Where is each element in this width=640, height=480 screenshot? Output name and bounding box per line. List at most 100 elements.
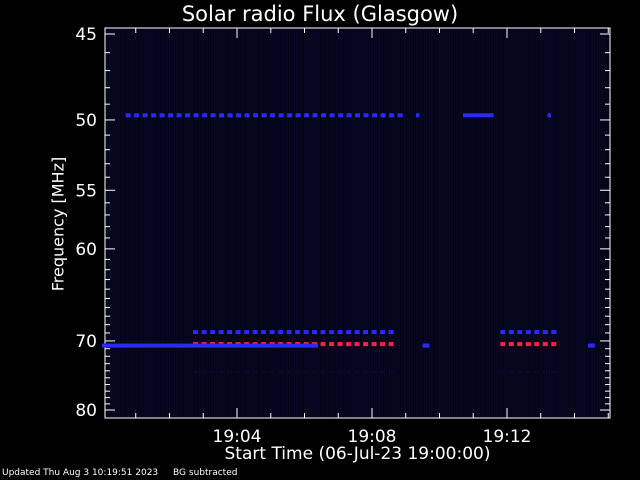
band-mark [415, 113, 420, 118]
band-mark [337, 330, 343, 335]
band-mark [355, 113, 361, 118]
band-mark [278, 330, 284, 335]
band-mark [252, 371, 258, 374]
band-mark [534, 342, 540, 347]
band-mark [125, 113, 131, 118]
band-mark [219, 113, 225, 118]
band-mark [235, 330, 241, 335]
footer-note: BG subtracted [173, 468, 238, 478]
band-mark [304, 113, 310, 118]
band-mark [134, 113, 140, 118]
band-mark [320, 342, 326, 347]
band-mark [547, 113, 551, 118]
band-mark [525, 330, 531, 335]
band-mark [388, 342, 394, 347]
band-mark [363, 371, 369, 374]
band-mark [354, 371, 360, 374]
band-mark [329, 113, 335, 118]
band-mark [346, 113, 352, 118]
band-mark [252, 330, 258, 335]
band-mark [303, 371, 309, 374]
band-mark [286, 371, 292, 374]
band-mark [371, 330, 377, 335]
band-mark [261, 113, 267, 118]
band-mark [346, 342, 352, 347]
band-mark [354, 342, 360, 347]
band-mark [380, 342, 386, 347]
band-mark [295, 371, 301, 374]
band-mark [397, 113, 403, 118]
band-mark [142, 113, 148, 118]
band-mark [269, 330, 275, 335]
band-mark [168, 113, 174, 118]
band-mark [372, 113, 378, 118]
y-axis-label: Frequency [MHz] [48, 156, 68, 292]
band-mark [202, 113, 208, 118]
band-mark [371, 342, 377, 347]
band-mark [422, 343, 430, 348]
band-mark [269, 371, 275, 374]
y-tick-label: 45 [75, 25, 97, 45]
band-mark [227, 371, 233, 374]
band-mark [244, 113, 250, 118]
band-mark [337, 371, 343, 374]
band-mark [261, 371, 267, 374]
band-mark [517, 330, 523, 335]
band-mark [346, 330, 352, 335]
band-mark [270, 113, 276, 118]
band-mark [218, 330, 224, 335]
band-mark [380, 371, 386, 374]
x-tick-label: 19:08 [348, 427, 397, 447]
band-mark [380, 113, 386, 118]
band-mark [312, 371, 318, 374]
footer-updated: Updated Thu Aug 3 10:19:51 2023 [2, 468, 159, 478]
band-mark [218, 371, 224, 374]
band-mark [320, 330, 326, 335]
band-mark [517, 371, 523, 374]
band-mark [371, 371, 377, 374]
band-mark [534, 330, 540, 335]
band-mark [210, 330, 216, 335]
band-mark [210, 371, 216, 374]
band-mark [508, 330, 514, 335]
band-mark [312, 113, 318, 118]
band-mark [542, 342, 548, 347]
band-mark [463, 113, 494, 118]
band-mark [508, 371, 514, 374]
band-mark [380, 330, 386, 335]
band-mark [542, 330, 548, 335]
band-mark [525, 342, 531, 347]
plot-area [104, 27, 611, 419]
band-mark [261, 330, 267, 335]
band-mark [329, 342, 335, 347]
band-mark [517, 342, 523, 347]
band-mark [363, 342, 369, 347]
band-mark [201, 330, 207, 335]
chart-title: Solar radio Flux (Glasgow) [181, 2, 459, 26]
y-tick-label: 60 [75, 240, 97, 260]
band-mark [253, 113, 259, 118]
x-axis-label: Start Time (06-Jul-23 19:00:00) [224, 444, 491, 464]
band-mark [193, 113, 199, 118]
band-mark [363, 113, 369, 118]
band-mark [388, 371, 394, 374]
background-texture [106, 29, 605, 417]
band-mark [346, 371, 352, 374]
band-mark [320, 371, 326, 374]
emission-bands [102, 113, 595, 374]
band-mark [286, 330, 292, 335]
band-mark [151, 113, 157, 118]
band-mark [193, 371, 199, 374]
footer: Updated Thu Aug 3 10:19:51 2023 BG subtr… [2, 468, 237, 478]
band-mark [102, 343, 318, 348]
band-mark [542, 371, 548, 374]
band-mark [551, 330, 557, 335]
band-mark [193, 330, 199, 335]
y-tick-label: 55 [75, 181, 97, 201]
band-mark [159, 113, 165, 118]
band-mark [354, 330, 360, 335]
band-mark [312, 330, 318, 335]
band-mark [278, 113, 284, 118]
band-mark [321, 113, 327, 118]
